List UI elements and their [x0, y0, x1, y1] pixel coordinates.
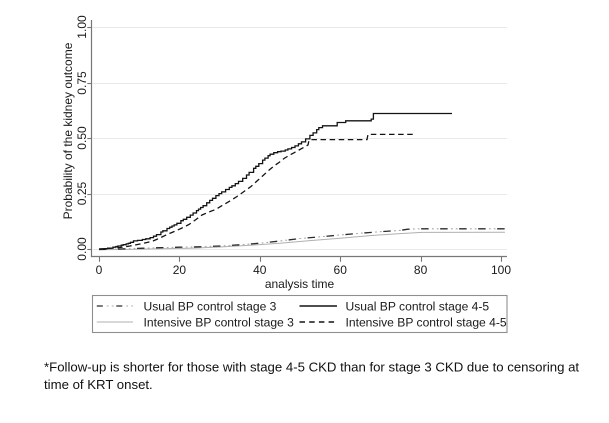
svg-text:20: 20: [173, 263, 187, 277]
svg-text:1.00: 1.00: [75, 15, 89, 39]
svg-text:time of KRT onset.: time of KRT onset.: [44, 377, 153, 392]
svg-text:0.75: 0.75: [75, 71, 89, 95]
svg-text:0.00: 0.00: [75, 237, 89, 261]
svg-text:0: 0: [96, 263, 103, 277]
svg-text:Usual BP control stage 3: Usual BP control stage 3: [144, 300, 277, 314]
svg-text:80: 80: [414, 263, 428, 277]
svg-text:Usual BP control stage 4-5: Usual BP control stage 4-5: [346, 300, 490, 314]
svg-text:analysis time: analysis time: [265, 277, 335, 291]
svg-text:0.50: 0.50: [75, 126, 89, 150]
svg-text:100: 100: [491, 263, 511, 277]
svg-text:40: 40: [253, 263, 267, 277]
svg-text:60: 60: [334, 263, 348, 277]
svg-text:Intensive BP control stage 3: Intensive BP control stage 3: [144, 316, 295, 330]
svg-text:Intensive BP control stage 4-5: Intensive BP control stage 4-5: [346, 316, 507, 330]
svg-text:0.25: 0.25: [75, 181, 89, 205]
svg-text:Probability of the kidney outc: Probability of the kidney outcome: [61, 42, 75, 219]
svg-text:*Follow-up is shorter for thos: *Follow-up is shorter for those with sta…: [44, 360, 579, 375]
